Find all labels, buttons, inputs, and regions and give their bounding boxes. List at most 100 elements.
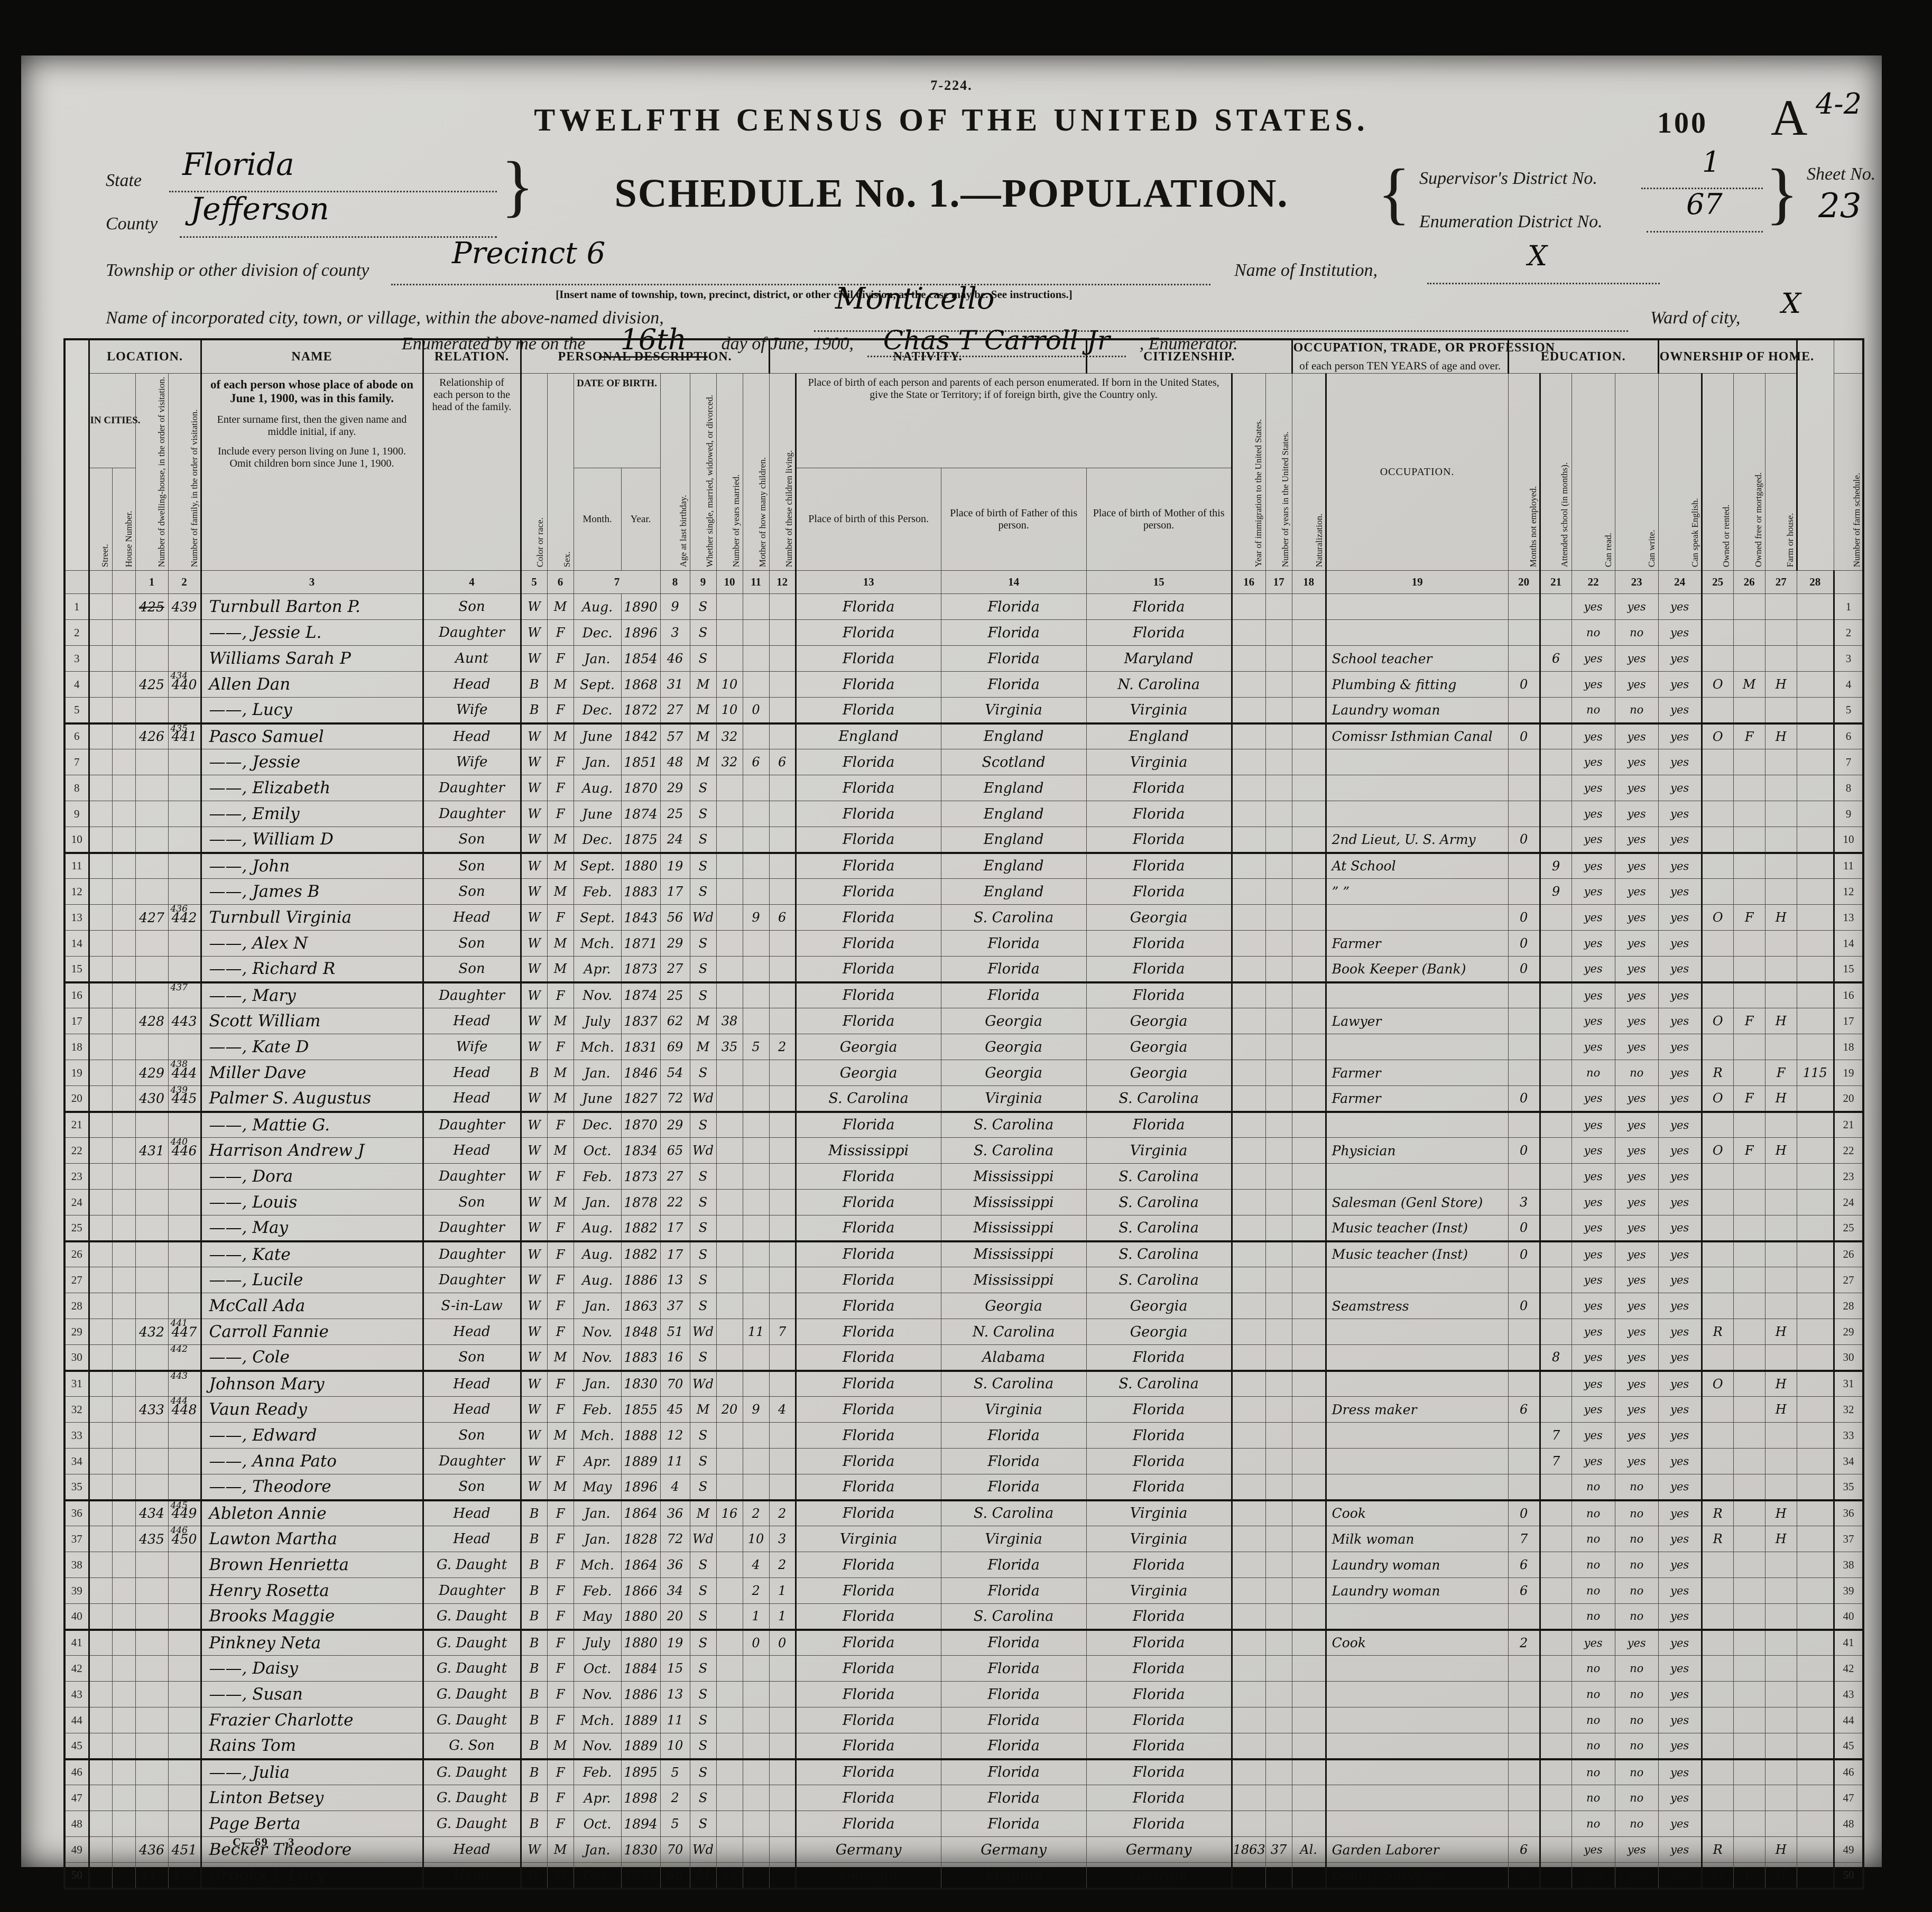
line-number-right: 49: [1833, 1836, 1864, 1863]
cell-years-married: 10: [716, 671, 743, 698]
line-number-left: 28: [64, 1293, 89, 1320]
col-header-house-number: House Number.: [112, 468, 135, 571]
cell-months-not-employed: [1508, 697, 1540, 725]
cell-years-in-us: [1265, 1163, 1292, 1190]
cell-years-in-us: [1265, 1215, 1292, 1242]
line-number-left: 36: [64, 1500, 89, 1527]
cell-age: 45: [660, 1396, 690, 1423]
cell-mother-of-children: 6: [742, 749, 770, 776]
cell-name: ——, Julia: [200, 1759, 423, 1786]
cell-dwelling-number: [135, 1344, 169, 1372]
cell-dwelling-number: [135, 1267, 169, 1294]
cell-can-write: yes: [1614, 956, 1659, 983]
cell-name: ——, Edward: [200, 1422, 423, 1449]
cell-marital-status: S: [689, 1474, 717, 1501]
cell-age: 17: [660, 1241, 690, 1268]
census-record-row: 3 Williams Sarah P Aunt W F Jan. 1854 46 S Florid…: [64, 645, 1864, 672]
cell-birthplace-person: Florida: [794, 1370, 941, 1397]
line-number-right: 29: [1833, 1319, 1864, 1345]
cell-sex: F: [547, 1707, 574, 1734]
cell-birth-month: Mch.: [573, 1422, 622, 1449]
cell-months-not-employed: [1508, 982, 1540, 1009]
cell-birthplace-father: Florida: [940, 1733, 1087, 1760]
cell-street: [88, 1111, 113, 1138]
cell-farm-schedule: [1796, 982, 1834, 1009]
cell-can-read: yes: [1571, 1448, 1615, 1475]
cell-mother-of-children: [742, 1267, 770, 1294]
cell-birthplace-mother: Florida: [1086, 1111, 1232, 1138]
cell-naturalization: [1291, 852, 1326, 879]
cell-months-not-employed: [1508, 1370, 1540, 1397]
cell-relation: Daughter: [422, 1163, 521, 1190]
cell-age: 31: [660, 671, 690, 698]
cell-years-in-us: [1265, 1629, 1292, 1656]
cell-birthplace-person: England: [794, 723, 941, 750]
cell-can-write: yes: [1614, 1448, 1659, 1475]
cell-birthplace-mother: England: [1086, 723, 1232, 750]
line-number-right: 37: [1833, 1526, 1864, 1553]
cell-name: McCall Ada: [200, 1293, 423, 1320]
census-record-row: 41 Pinkney Neta G. Daught B F July 1880 19 S 0 0 Fl…: [64, 1629, 1864, 1656]
cell-owned-rented: [1700, 749, 1734, 776]
cell-birthplace-person: Florida: [794, 1629, 941, 1656]
cell-birthplace-father: Mississippi: [940, 1267, 1087, 1294]
cell-color-race: B: [520, 1811, 548, 1837]
cell-can-read: no: [1571, 1733, 1615, 1760]
cell-dwelling-number: 425: [135, 671, 169, 698]
cell-age: 5: [660, 1811, 690, 1837]
cell-name: ——, Lucy: [200, 697, 423, 725]
line-number-right: 44: [1833, 1707, 1864, 1734]
cell-birth-year: 1889: [621, 1448, 661, 1475]
cell-attended-school: 9: [1539, 852, 1572, 879]
line-number-right: 32: [1833, 1396, 1864, 1423]
cell-owned-rented: [1700, 1552, 1734, 1579]
cell-free-mortgaged: [1733, 930, 1765, 957]
cell-owned-rented: [1700, 852, 1734, 879]
cell-house-number: [112, 1603, 136, 1631]
cell-naturalization: [1291, 1137, 1326, 1164]
cell-years-in-us: [1265, 1707, 1292, 1734]
cell-birth-month: Nov.: [573, 982, 622, 1009]
cell-birthplace-mother: Florida: [1086, 1344, 1232, 1372]
cell-color-race: W: [520, 1189, 548, 1216]
line-number-right: 2: [1833, 619, 1864, 646]
cell-immigration-year: [1231, 1577, 1266, 1604]
cell-can-read: yes: [1571, 749, 1615, 776]
cell-years-married: [716, 619, 743, 646]
cell-dwelling-number: [135, 1681, 169, 1708]
cell-age: 51: [660, 1319, 690, 1345]
cell-birth-year: 1890: [621, 593, 661, 620]
cell-birth-year: 1851: [621, 749, 661, 776]
cell-farm-or-house: H: [1764, 723, 1797, 750]
cell-street: [88, 801, 113, 828]
cell-house-number: [112, 1836, 136, 1863]
cell-years-in-us: [1265, 1293, 1292, 1320]
col-header-in-cities: IN CITIES.: [88, 373, 141, 469]
cell-birthplace-father: Scotland: [940, 749, 1087, 776]
col-header-immigration-year: Year of immigration to the United States…: [1232, 373, 1266, 571]
cell-immigration-year: [1231, 904, 1266, 931]
cell-years-married: [716, 878, 743, 905]
cell-age: 56: [660, 904, 690, 931]
line-number-left: 30: [64, 1344, 89, 1372]
cell-relation: G. Daught: [422, 1552, 521, 1579]
cell-attended-school: [1539, 1137, 1572, 1164]
cell-can-read: yes: [1571, 671, 1615, 698]
cell-age: 19: [660, 852, 690, 879]
line-number-left: 13: [64, 904, 89, 931]
township-line: [391, 284, 1210, 285]
cell-marital-status: S: [689, 1759, 717, 1786]
cell-street: [88, 827, 113, 854]
line-number-right: 5: [1833, 697, 1864, 725]
cell-farm-schedule: [1796, 1267, 1834, 1294]
cell-birthplace-mother: S. Carolina: [1086, 1085, 1232, 1113]
cell-years-in-us: [1265, 852, 1292, 879]
cell-children-living: [769, 1215, 796, 1242]
cell-family-number: [168, 827, 201, 854]
cell-family-number: 442: [168, 1344, 201, 1372]
cell-name: Henry Rosetta: [200, 1577, 423, 1604]
cell-marital-status: S: [689, 982, 717, 1009]
cell-birth-year: 1874: [621, 801, 661, 828]
cell-dwelling-number: [135, 1759, 169, 1786]
cell-relation: Son: [422, 827, 521, 854]
